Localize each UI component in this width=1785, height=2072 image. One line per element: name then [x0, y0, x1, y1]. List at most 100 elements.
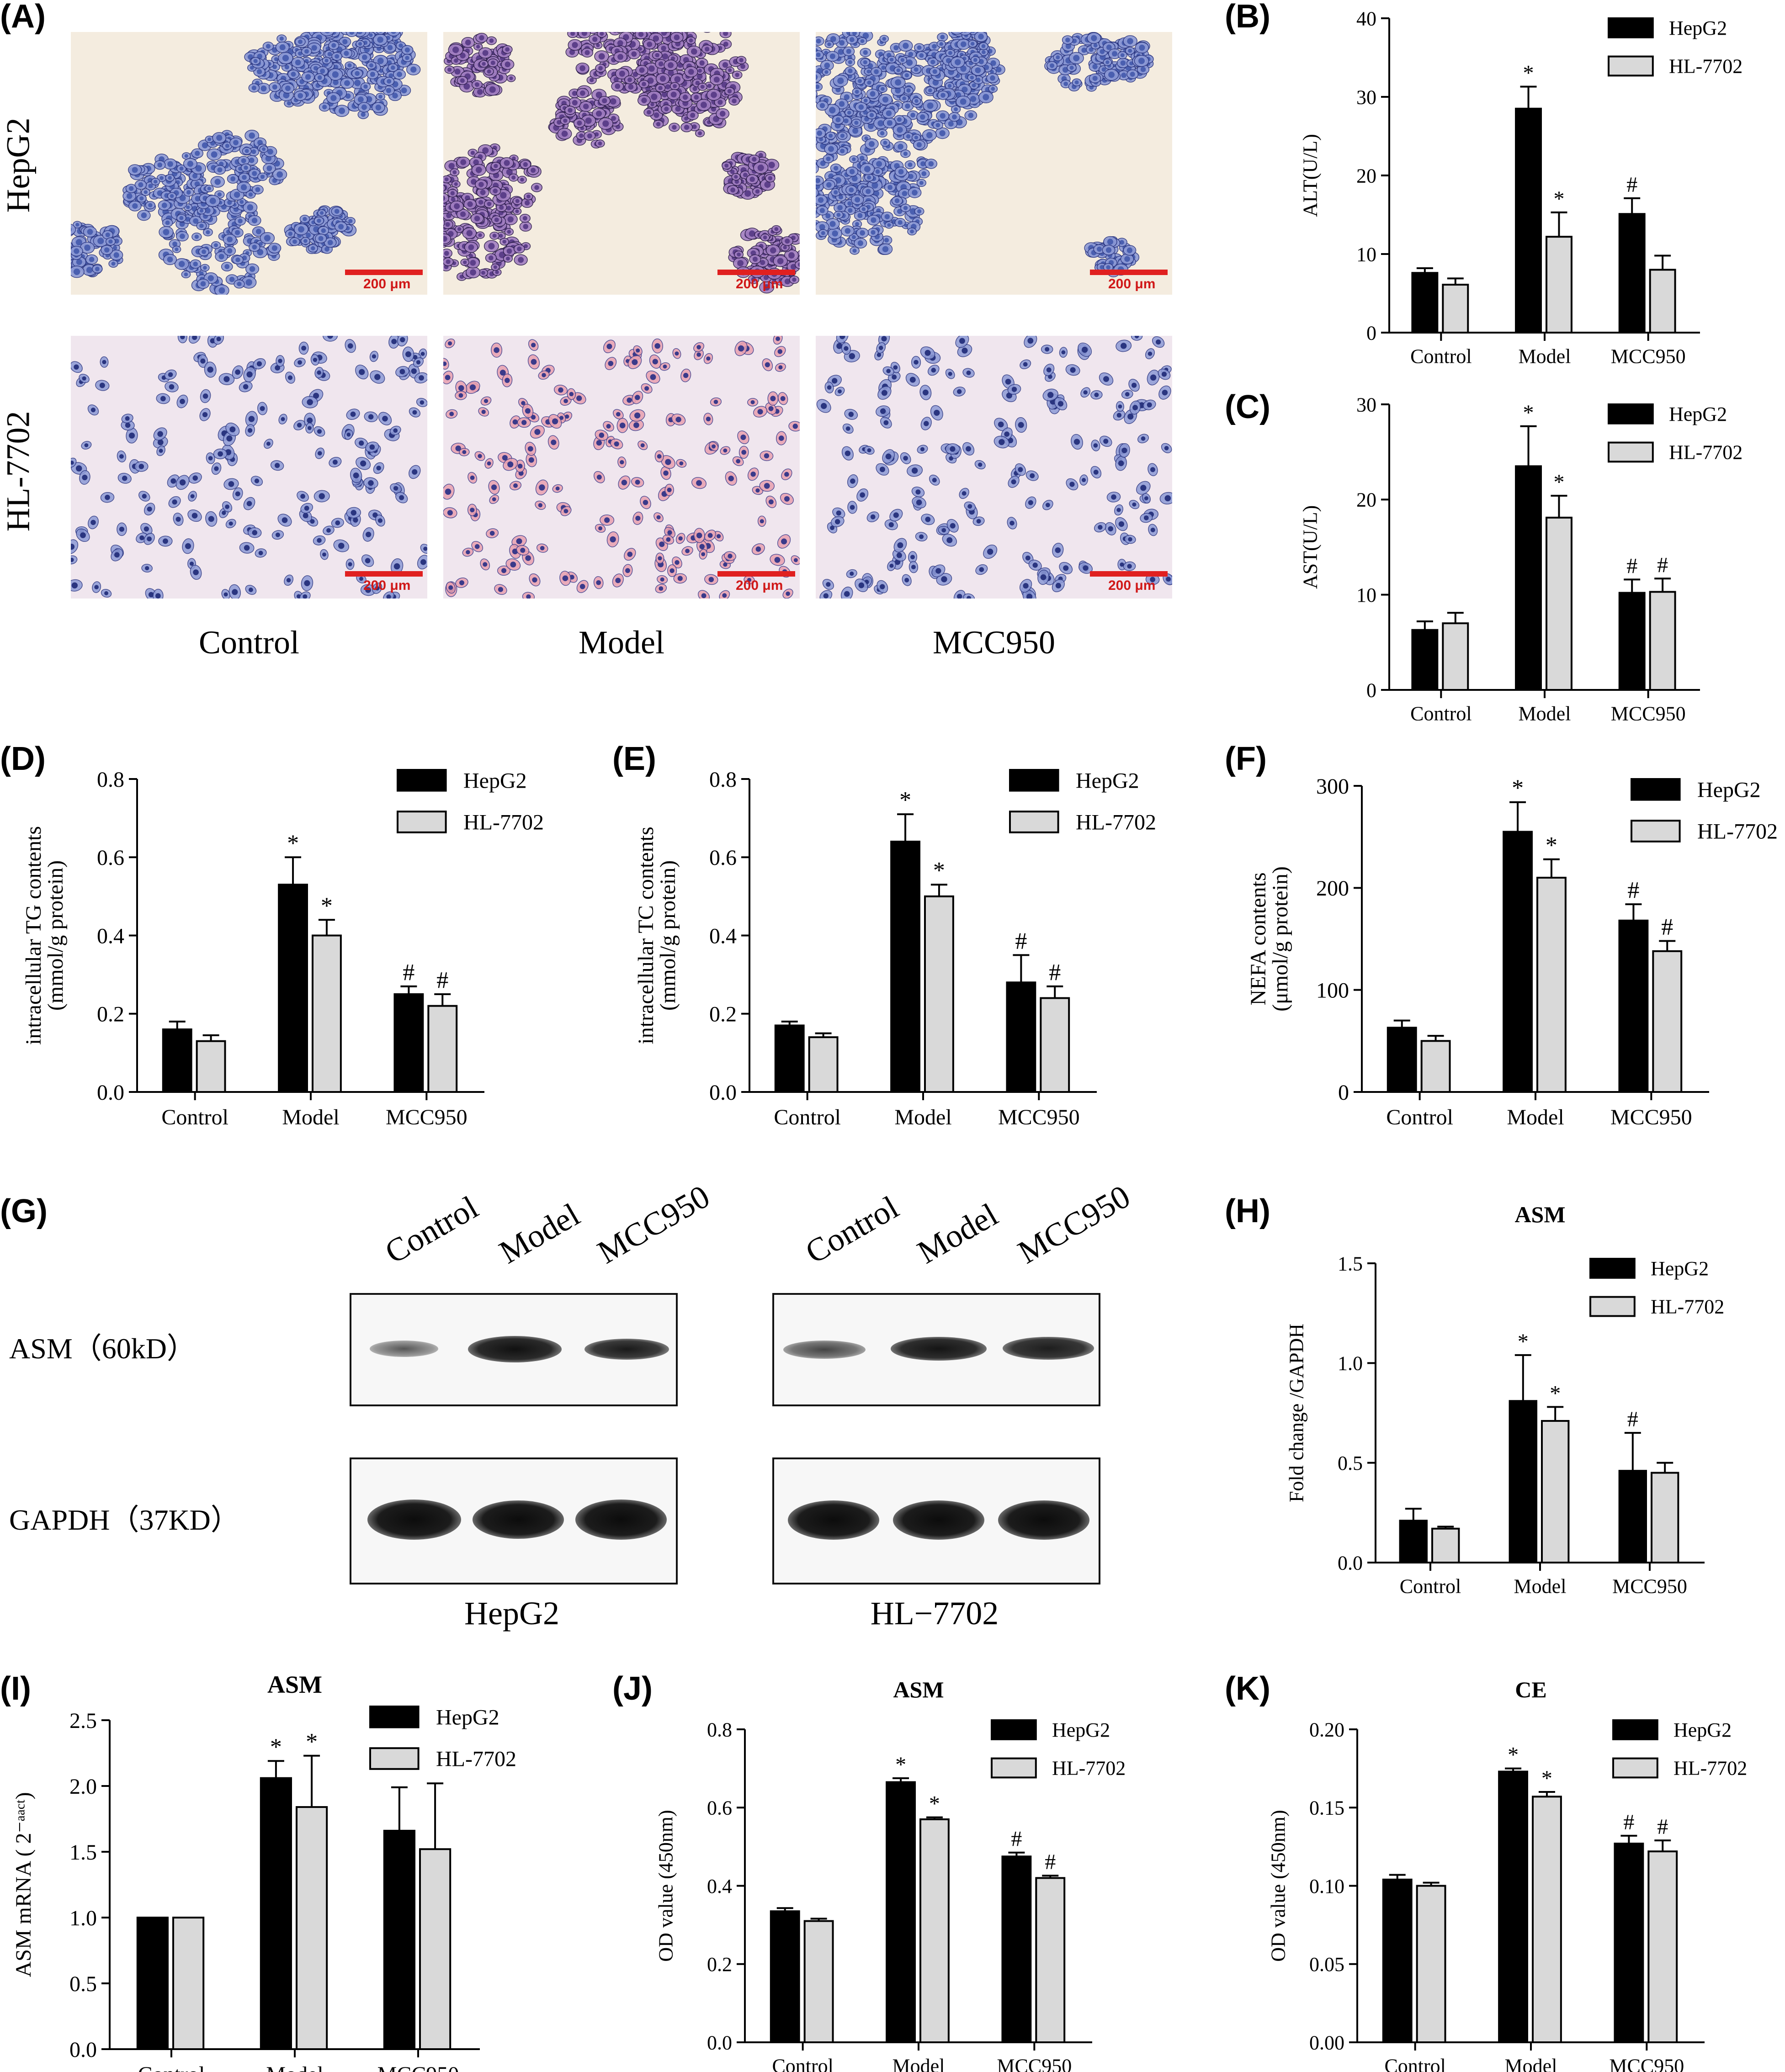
bar-hl-7702-mcc950 [1035, 1877, 1066, 2043]
x-tick-label: MCC950 [1611, 345, 1686, 367]
legend-swatch [1631, 820, 1681, 843]
y-tick-label: 0 [1338, 1081, 1349, 1105]
blot-gapdh-hepg2 [350, 1457, 678, 1584]
legend-label: HepG2 [436, 1705, 499, 1729]
bar-hepg2-mcc950 [383, 1829, 415, 2050]
legend-label: HL-7702 [1076, 811, 1156, 835]
band [891, 1337, 987, 1361]
y-tick-label: 0.00 [1309, 2031, 1344, 2054]
band [1003, 1337, 1094, 1360]
significance-marker: # [1626, 173, 1637, 197]
bar-hepg2-mcc950 [393, 993, 424, 1093]
y-axis-label: ASM mRNA ( 2⁻ᵃᵃᶜᵗ) [11, 1792, 36, 1977]
x-tick-label: Control [772, 2055, 833, 2072]
panel-label-c: (C) [1225, 389, 1270, 425]
significance-marker: * [933, 858, 945, 884]
bar-hl-7702-control [1420, 1040, 1451, 1093]
bar-hl-7702-mcc950 [1649, 591, 1676, 691]
bar-hepg2-control [1399, 1520, 1428, 1563]
x-tick-label: Model [1505, 2055, 1557, 2072]
significance-marker: * [929, 1792, 940, 1816]
cell [443, 219, 445, 227]
x-tick-label: Control [138, 2062, 205, 2072]
chart-svg: 0 100 200 300 NEFA contents(μmol/g protein) C… [1246, 774, 1778, 1129]
chart-asm-mrna: ASM 0.0 0.5 1.0 1.5 2.0 2.5 ASM mRNA ( 2⁻ᵃᵃᶜᵗ) C… [0, 1671, 560, 2072]
significance-marker: * [899, 787, 911, 813]
blot-asm-hl7702 [772, 1293, 1100, 1406]
chart-alt: 0 10 20 30 40 ALT(U/L) Control Model * * MCC950 # He… [1225, 0, 1785, 379]
bar-hl-7702-control [1442, 622, 1469, 691]
legend-label: HL-7702 [1052, 1757, 1126, 1780]
y-tick-label: 0.8 [97, 768, 124, 792]
bar-hepg2-control [1411, 629, 1439, 691]
legend-label: HepG2 [1669, 17, 1727, 39]
significance-marker: * [306, 1729, 318, 1755]
y-tick-label: 40 [1356, 7, 1376, 30]
y-axis-label: OD value (450nm) [1267, 1810, 1290, 1961]
significance-marker: * [1546, 832, 1557, 858]
significance-marker: * [1508, 1743, 1519, 1767]
y-tick-label: 0.8 [707, 1718, 732, 1741]
column-label-mcc950: MCC950 [932, 624, 1056, 661]
x-tick-label: MCC950 [1611, 702, 1686, 725]
blot-cell-label-hepg2: HepG2 [464, 1595, 559, 1632]
bar-hepg2-mcc950 [1618, 213, 1646, 334]
y-tick-label: 0.20 [1309, 1718, 1344, 1741]
y-tick-label: 0.0 [709, 1081, 737, 1105]
significance-marker: # [1011, 1827, 1022, 1851]
legend-swatch [397, 811, 447, 833]
blot-row-label-asm: ASM（60kD） [9, 1332, 196, 1365]
cell [816, 163, 819, 174]
cell [443, 193, 449, 204]
y-tick-label: 10 [1356, 243, 1376, 265]
legend-label: HepG2 [1669, 403, 1727, 425]
y-tick-label: 0 [1366, 322, 1376, 344]
scale-bar-label: 200 μm [1108, 578, 1156, 593]
cell [443, 184, 446, 192]
legend-swatch [369, 1747, 420, 1770]
y-tick-label: 0.10 [1309, 1875, 1344, 1897]
y-tick-label: 1.0 [69, 1906, 97, 1930]
bar-hepg2-mcc950 [1618, 592, 1646, 691]
bar-hl-7702-model [296, 1806, 328, 2050]
cell [816, 71, 822, 83]
bar-hepg2-mcc950 [1614, 1843, 1644, 2043]
legend-label: HL-7702 [1669, 55, 1742, 78]
y-axis-label: intracellular TG contents [21, 826, 46, 1045]
bar-hl-7702-mcc950 [1649, 269, 1676, 334]
legend-swatch [991, 1719, 1037, 1740]
y-tick-label: 0.6 [97, 846, 124, 870]
panel-label-g: (G) [0, 1193, 48, 1229]
y-tick-label: 0.05 [1309, 1953, 1344, 1976]
micrograph-hepg2-model: 200 μm [443, 32, 800, 295]
y-axis-label: OD value (450nm) [655, 1810, 677, 1961]
legend-swatch [991, 1757, 1037, 1779]
panel-label-h: (H) [1225, 1193, 1270, 1229]
y-tick-label: 0.5 [1338, 1452, 1363, 1474]
significance-marker: * [270, 1734, 282, 1760]
lane-label-mcc950: MCC950 [1012, 1177, 1137, 1271]
chart-svg: ASM 0.0 0.2 0.4 0.6 0.8 OD value (450nm) Contro… [655, 1677, 1126, 2072]
x-tick-label: Model [1514, 1575, 1567, 1597]
significance-marker: * [1523, 61, 1534, 85]
cell [71, 262, 72, 268]
scale-bar-label: 200 μm [736, 276, 783, 291]
legend-swatch [1612, 1757, 1658, 1779]
y-axis-label: ALT(U/L) [1299, 134, 1322, 217]
x-tick-label: MCC950 [386, 1105, 468, 1129]
significance-marker: # [1657, 1815, 1668, 1839]
bar-hepg2-model [1498, 1770, 1529, 2044]
chart-svg: 0.0 0.2 0.4 0.6 0.8 intracellular TG contents… [21, 768, 544, 1129]
bar-hl-7702-mcc950 [1647, 1850, 1678, 2043]
x-tick-label: Control [161, 1105, 228, 1129]
significance-marker: * [895, 1753, 906, 1777]
x-tick-label: Control [1410, 702, 1472, 725]
x-tick-label: Control [1410, 345, 1472, 367]
significance-marker: * [287, 830, 299, 856]
blot-asm-hepg2 [350, 1293, 678, 1406]
chart-title: ASM [893, 1677, 944, 1702]
x-tick-label: Model [1507, 1105, 1564, 1129]
bar-hepg2-control [136, 1917, 169, 2050]
lane-label-control: Control [379, 1188, 484, 1271]
x-tick-label: MCC950 [1609, 2055, 1684, 2072]
